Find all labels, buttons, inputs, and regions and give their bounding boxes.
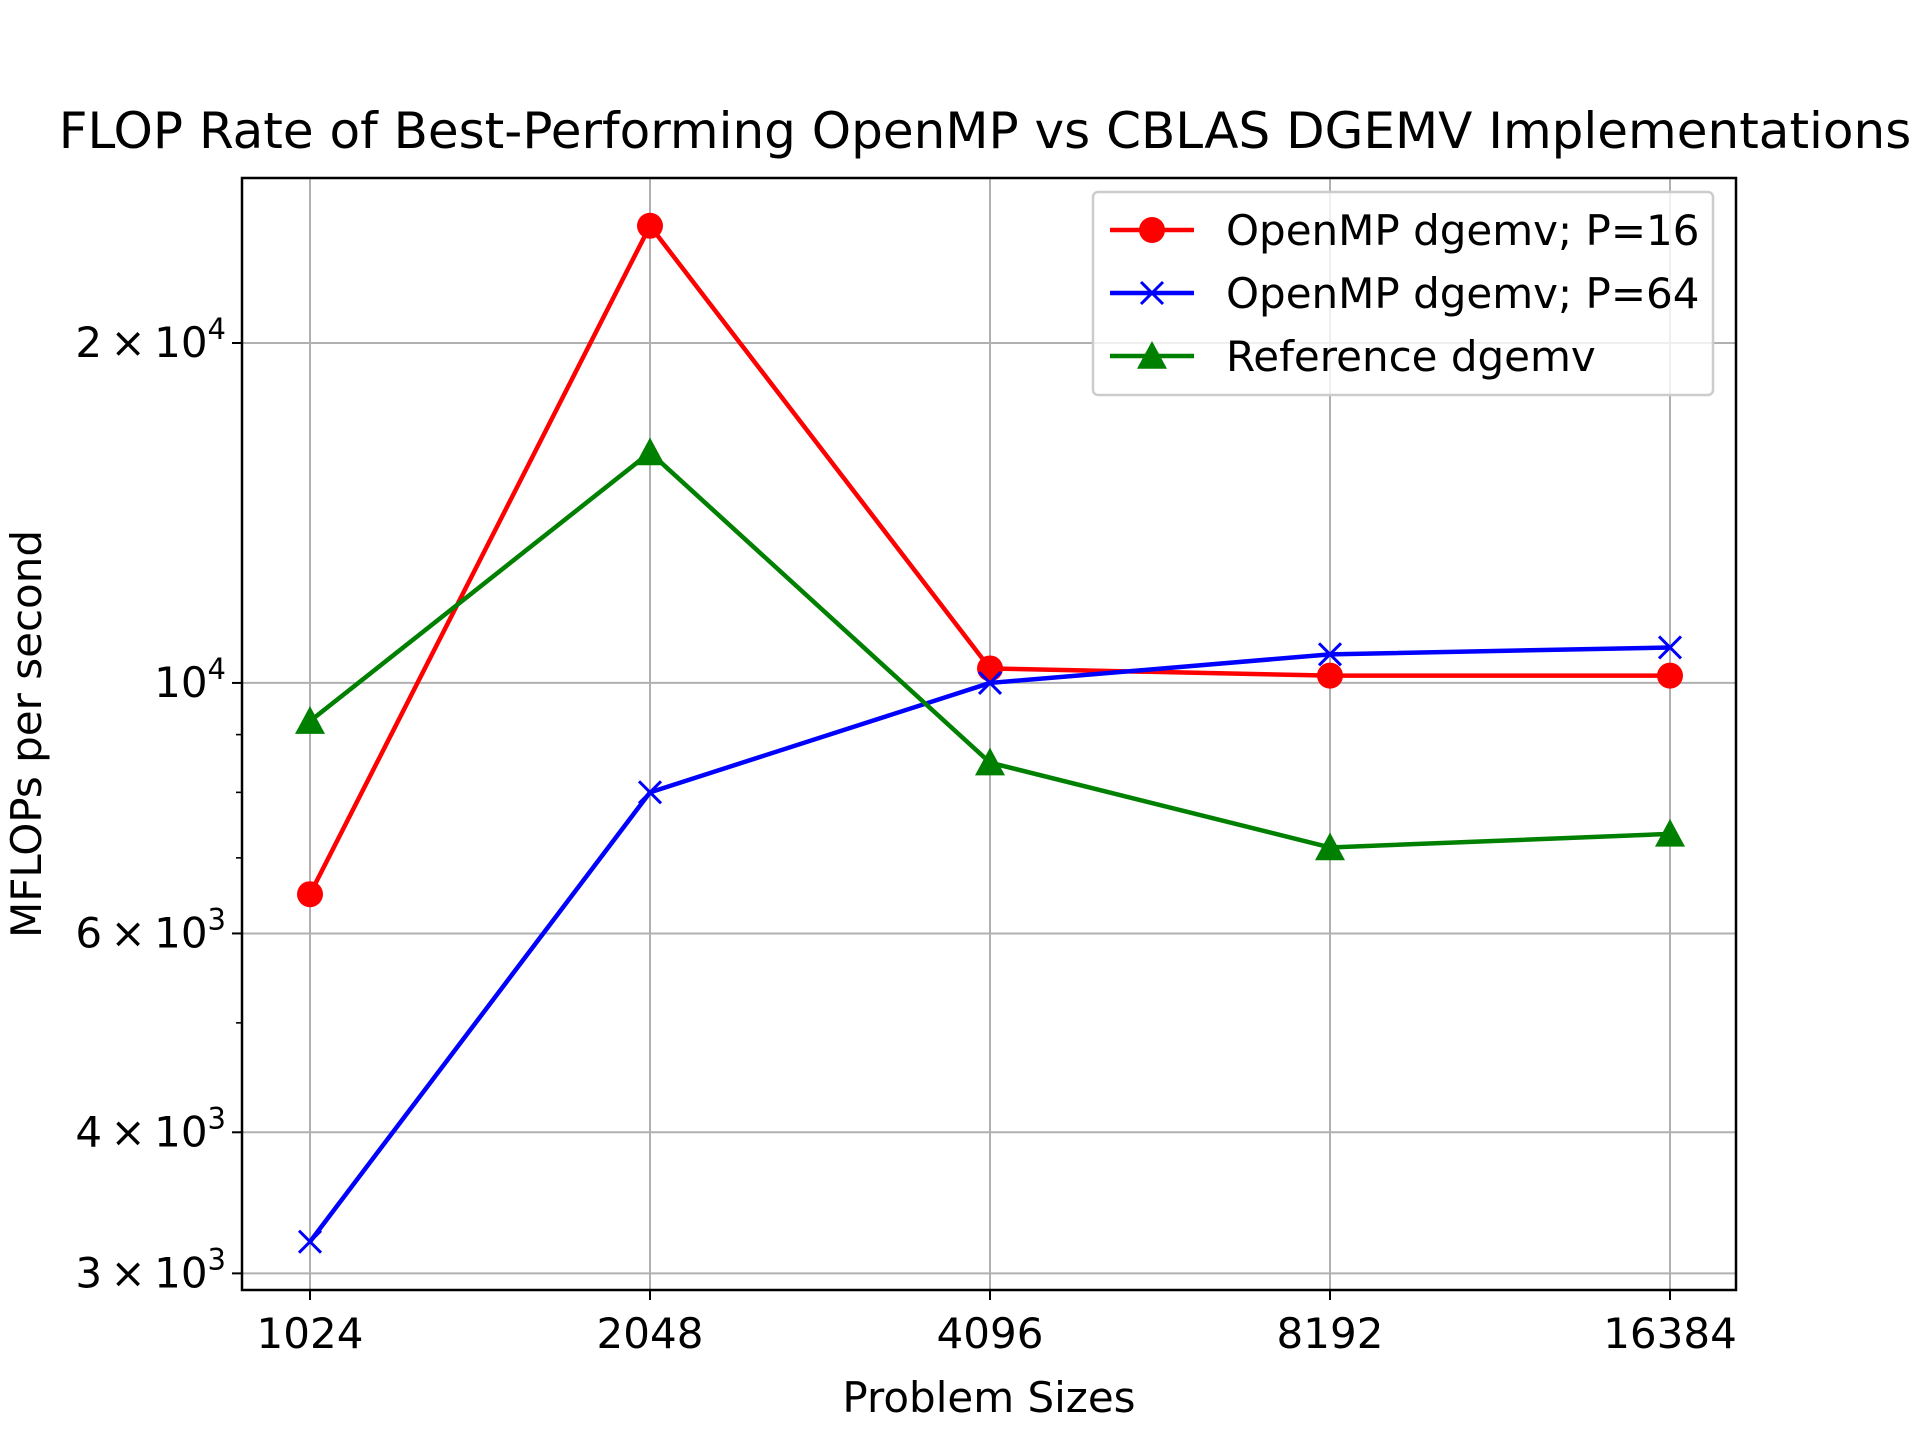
y-tick-label: 6 × 103 (75, 902, 226, 957)
chart-title: FLOP Rate of Best-Performing OpenMP vs C… (59, 102, 1912, 160)
axis-ticks: 1024 2048 4096 8192 16384 3 × 103 4 × 103 6 × 1… (75, 312, 1736, 1358)
x-tick-label: 8192 (1277, 1309, 1384, 1358)
y-axis-title: MFLOPs per second (2, 530, 51, 938)
data-point (977, 655, 1003, 682)
data-point (1317, 642, 1343, 667)
data-point (297, 881, 323, 908)
data-point (297, 1229, 323, 1254)
data-point (975, 747, 1005, 776)
data-point (1657, 635, 1683, 660)
y-tick-label: 4 × 103 (75, 1101, 226, 1156)
data-point (637, 212, 663, 239)
series-3 (295, 437, 1685, 861)
y-tick-label: 2 × 104 (75, 312, 226, 367)
x-marker-stroke (1317, 642, 1343, 667)
x-tick-label: 4096 (937, 1309, 1044, 1358)
legend-label: Reference dgemv (1226, 332, 1596, 381)
data-point (635, 437, 665, 466)
x-marker-stroke (637, 780, 663, 805)
data-point (1657, 662, 1683, 689)
x-marker-stroke (1657, 635, 1683, 660)
legend-marker (1137, 341, 1167, 369)
legend-label: OpenMP dgemv; P=64 (1226, 269, 1699, 318)
data-point (977, 670, 1003, 695)
legend-marker (1139, 217, 1165, 243)
data-point (295, 706, 325, 734)
x-marker-stroke (297, 1229, 323, 1254)
legend-box (1091, 190, 1715, 397)
series-1 (297, 212, 1683, 908)
legend: OpenMP dgemv; P=16 OpenMP dgemv; P=64 Refe… (1091, 190, 1715, 397)
legend-label: OpenMP dgemv; P=16 (1226, 206, 1699, 255)
data-point (637, 780, 663, 805)
x-axis-title: Problem Sizes (842, 1373, 1135, 1422)
x-marker-stroke (1139, 280, 1165, 306)
x-marker-stroke (977, 670, 1003, 695)
series-layer (295, 212, 1685, 1254)
legend-marker (1139, 280, 1165, 306)
x-tick-label: 1024 (257, 1309, 364, 1358)
y-tick-label: 3 × 103 (75, 1242, 226, 1297)
series-2 (297, 635, 1683, 1254)
data-point (1655, 818, 1685, 847)
y-tick-label: 104 (154, 652, 226, 707)
x-tick-label: 16384 (1603, 1309, 1737, 1358)
x-tick-label: 2048 (597, 1309, 704, 1358)
data-point (1315, 832, 1345, 861)
data-point (1317, 662, 1343, 689)
